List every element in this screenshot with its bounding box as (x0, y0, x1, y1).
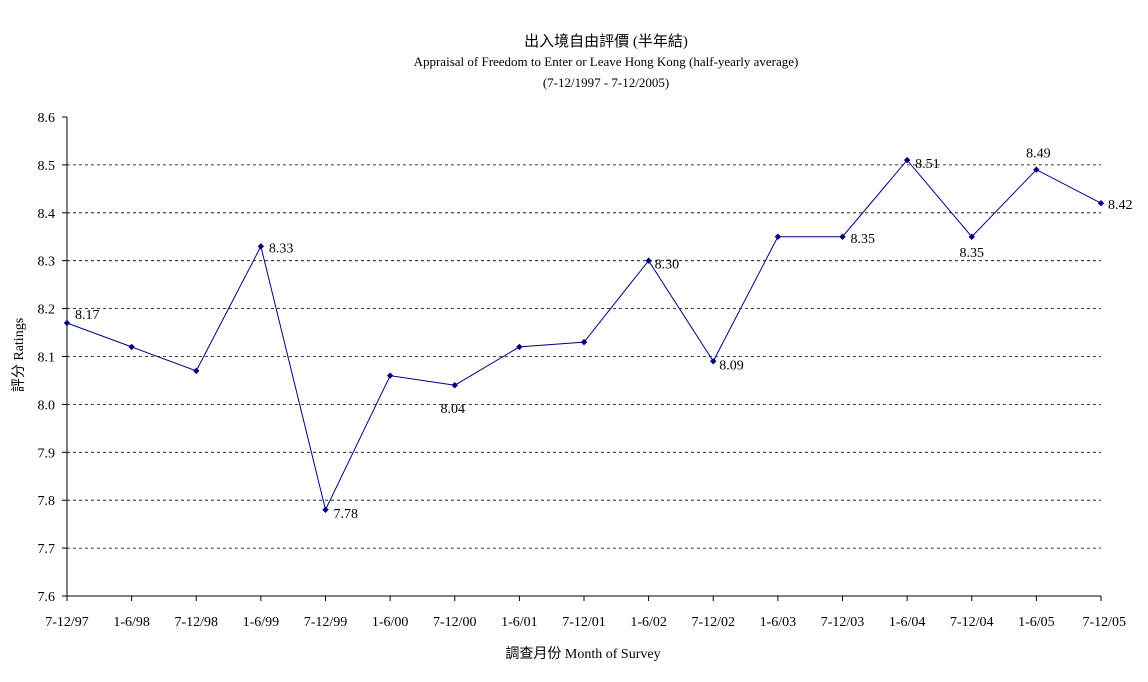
data-point (63, 319, 71, 327)
data-point (1033, 166, 1040, 173)
y-tick-label: 8.0 (38, 398, 56, 413)
chart-subtitle: Appraisal of Freedom to Enter or Leave H… (414, 54, 799, 69)
chart-date-range: (7-12/1997 - 7-12/2005) (543, 75, 669, 90)
data-point (839, 233, 846, 240)
x-tick-label: 1-6/99 (243, 615, 280, 630)
data-label: 8.35 (960, 246, 985, 261)
chart-title: 出入境自由評價 (半年結) (524, 32, 688, 50)
y-tick-label: 8.1 (38, 351, 56, 366)
data-point (968, 233, 975, 240)
data-label: 8.35 (851, 232, 876, 247)
y-tick-label: 8.3 (38, 255, 56, 270)
data-label: 8.49 (1026, 147, 1051, 162)
x-tick-label: 7-12/04 (950, 615, 994, 630)
x-tick-label: 1-6/98 (113, 615, 150, 630)
data-label: 7.78 (334, 507, 359, 522)
data-point (580, 338, 588, 346)
x-tick-label: 7-12/03 (821, 615, 865, 630)
data-point (386, 372, 394, 379)
data-label: 8.42 (1108, 198, 1133, 213)
x-tick-label: 7-12/98 (174, 615, 218, 630)
data-point (710, 358, 717, 365)
x-tick-label: 7-12/99 (304, 615, 348, 630)
data-label: 8.51 (915, 157, 940, 172)
data-label: 8.04 (441, 402, 466, 417)
data-point (128, 343, 135, 351)
data-point (1097, 200, 1105, 207)
data-point (257, 243, 265, 250)
x-tick-label: 7-12/02 (691, 615, 735, 630)
y-tick-label: 7.9 (38, 446, 56, 461)
x-tick-label: 7-12/00 (433, 615, 477, 630)
data-label: 8.33 (269, 241, 294, 256)
x-tick-label: 7-12/05 (1082, 615, 1126, 630)
x-tick-label: 1-6/02 (630, 615, 667, 630)
y-tick-label: 8.6 (38, 111, 56, 126)
data-labels: 8.17 8.33 7.78 8.04 8.30 8.09 8.35 8.51 8.35 8.49… (75, 147, 1133, 522)
y-tick-label: 7.7 (38, 542, 56, 557)
data-point (645, 257, 652, 264)
x-tick-label: 1-6/01 (501, 615, 538, 630)
data-point (451, 382, 458, 389)
series-ratings (63, 156, 1105, 513)
axes (62, 116, 1102, 601)
x-tick-label: 1-6/00 (372, 615, 409, 630)
gridlines (67, 164, 1101, 549)
data-label: 8.17 (75, 308, 100, 323)
x-tick-label: 7-12/97 (45, 615, 89, 630)
y-tick-labels: 8.6 8.5 8.4 8.3 8.2 8.1 8.0 7.9 7.8 7.7 7.6 (38, 111, 56, 605)
y-tick-label: 8.5 (38, 159, 56, 174)
y-axis-label: 評分 Ratings (11, 318, 27, 392)
y-tick-label: 8.2 (38, 303, 56, 318)
data-point (903, 156, 911, 164)
y-tick-label: 7.8 (38, 494, 56, 509)
data-label: 8.09 (719, 358, 744, 373)
data-point (516, 343, 523, 351)
x-axis-label: 調查月份 Month of Survey (505, 646, 660, 662)
y-tick-label: 7.6 (38, 590, 56, 605)
data-point (193, 367, 200, 375)
y-tick-label: 8.4 (38, 207, 56, 222)
x-tick-label: 1-6/05 (1018, 615, 1055, 630)
data-point (774, 233, 782, 240)
data-point (322, 506, 329, 513)
data-label: 8.30 (655, 258, 680, 273)
x-tick-labels: 7-12/97 1-6/98 7-12/98 1-6/99 7-12/99 1-6/00 7… (45, 615, 1126, 630)
x-tick-label: 1-6/03 (760, 615, 797, 630)
x-tick-label: 1-6/04 (889, 615, 926, 630)
x-tick-label: 7-12/01 (562, 615, 606, 630)
